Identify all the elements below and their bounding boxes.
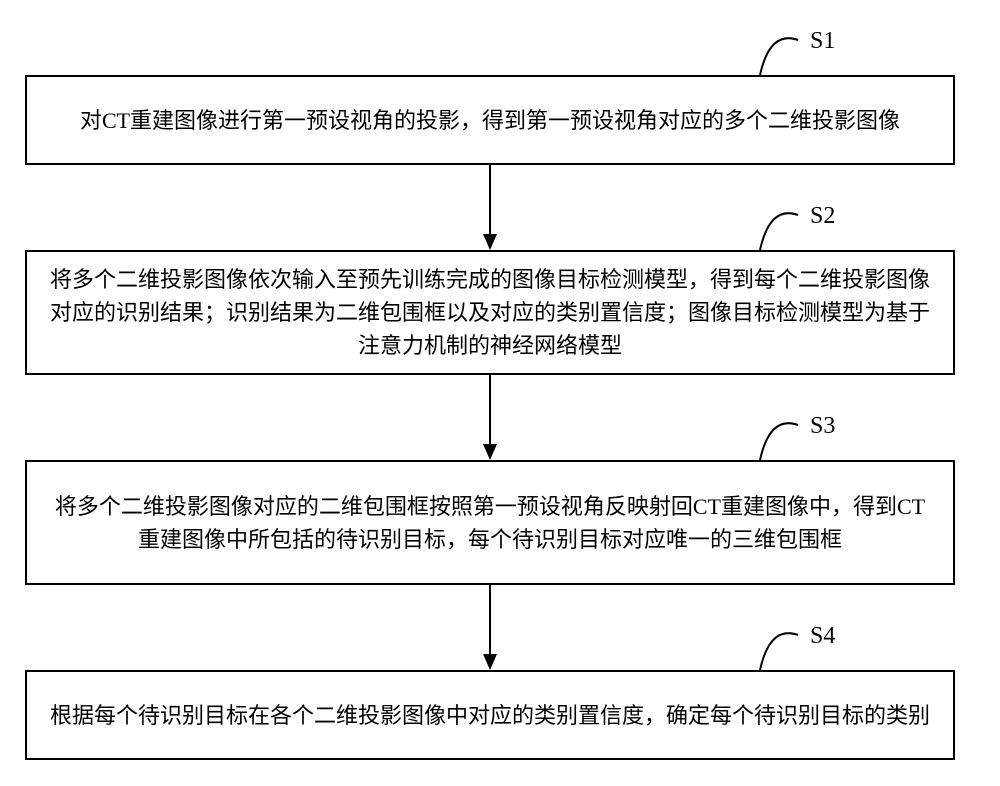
connector-s4 (0, 0, 1000, 786)
flowchart-container: 对CT重建图像进行第一预设视角的投影，得到第一预设视角对应的多个二维投影图像 S… (0, 0, 1000, 786)
